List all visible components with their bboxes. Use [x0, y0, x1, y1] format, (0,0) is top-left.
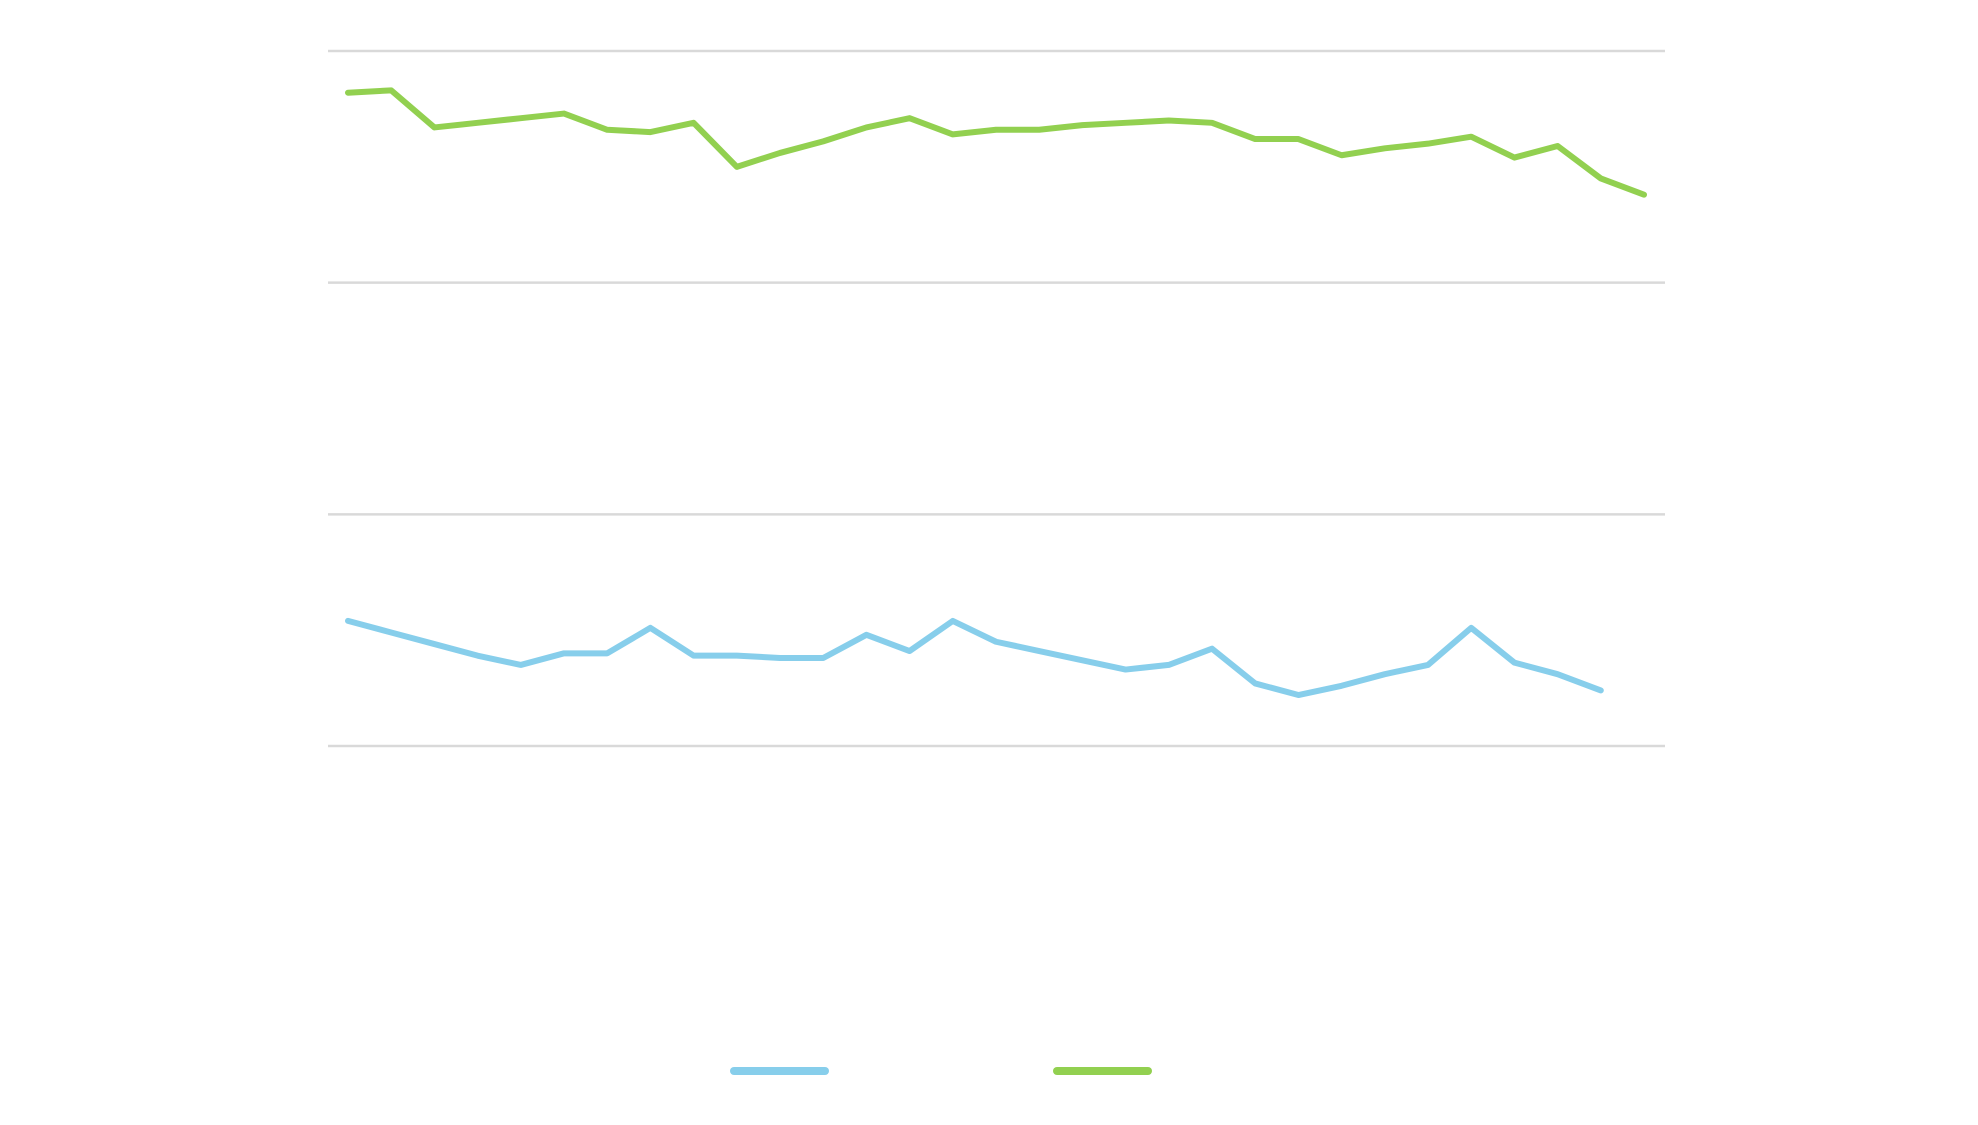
series-line: [345, 617, 1604, 699]
series-line: [345, 87, 1647, 198]
